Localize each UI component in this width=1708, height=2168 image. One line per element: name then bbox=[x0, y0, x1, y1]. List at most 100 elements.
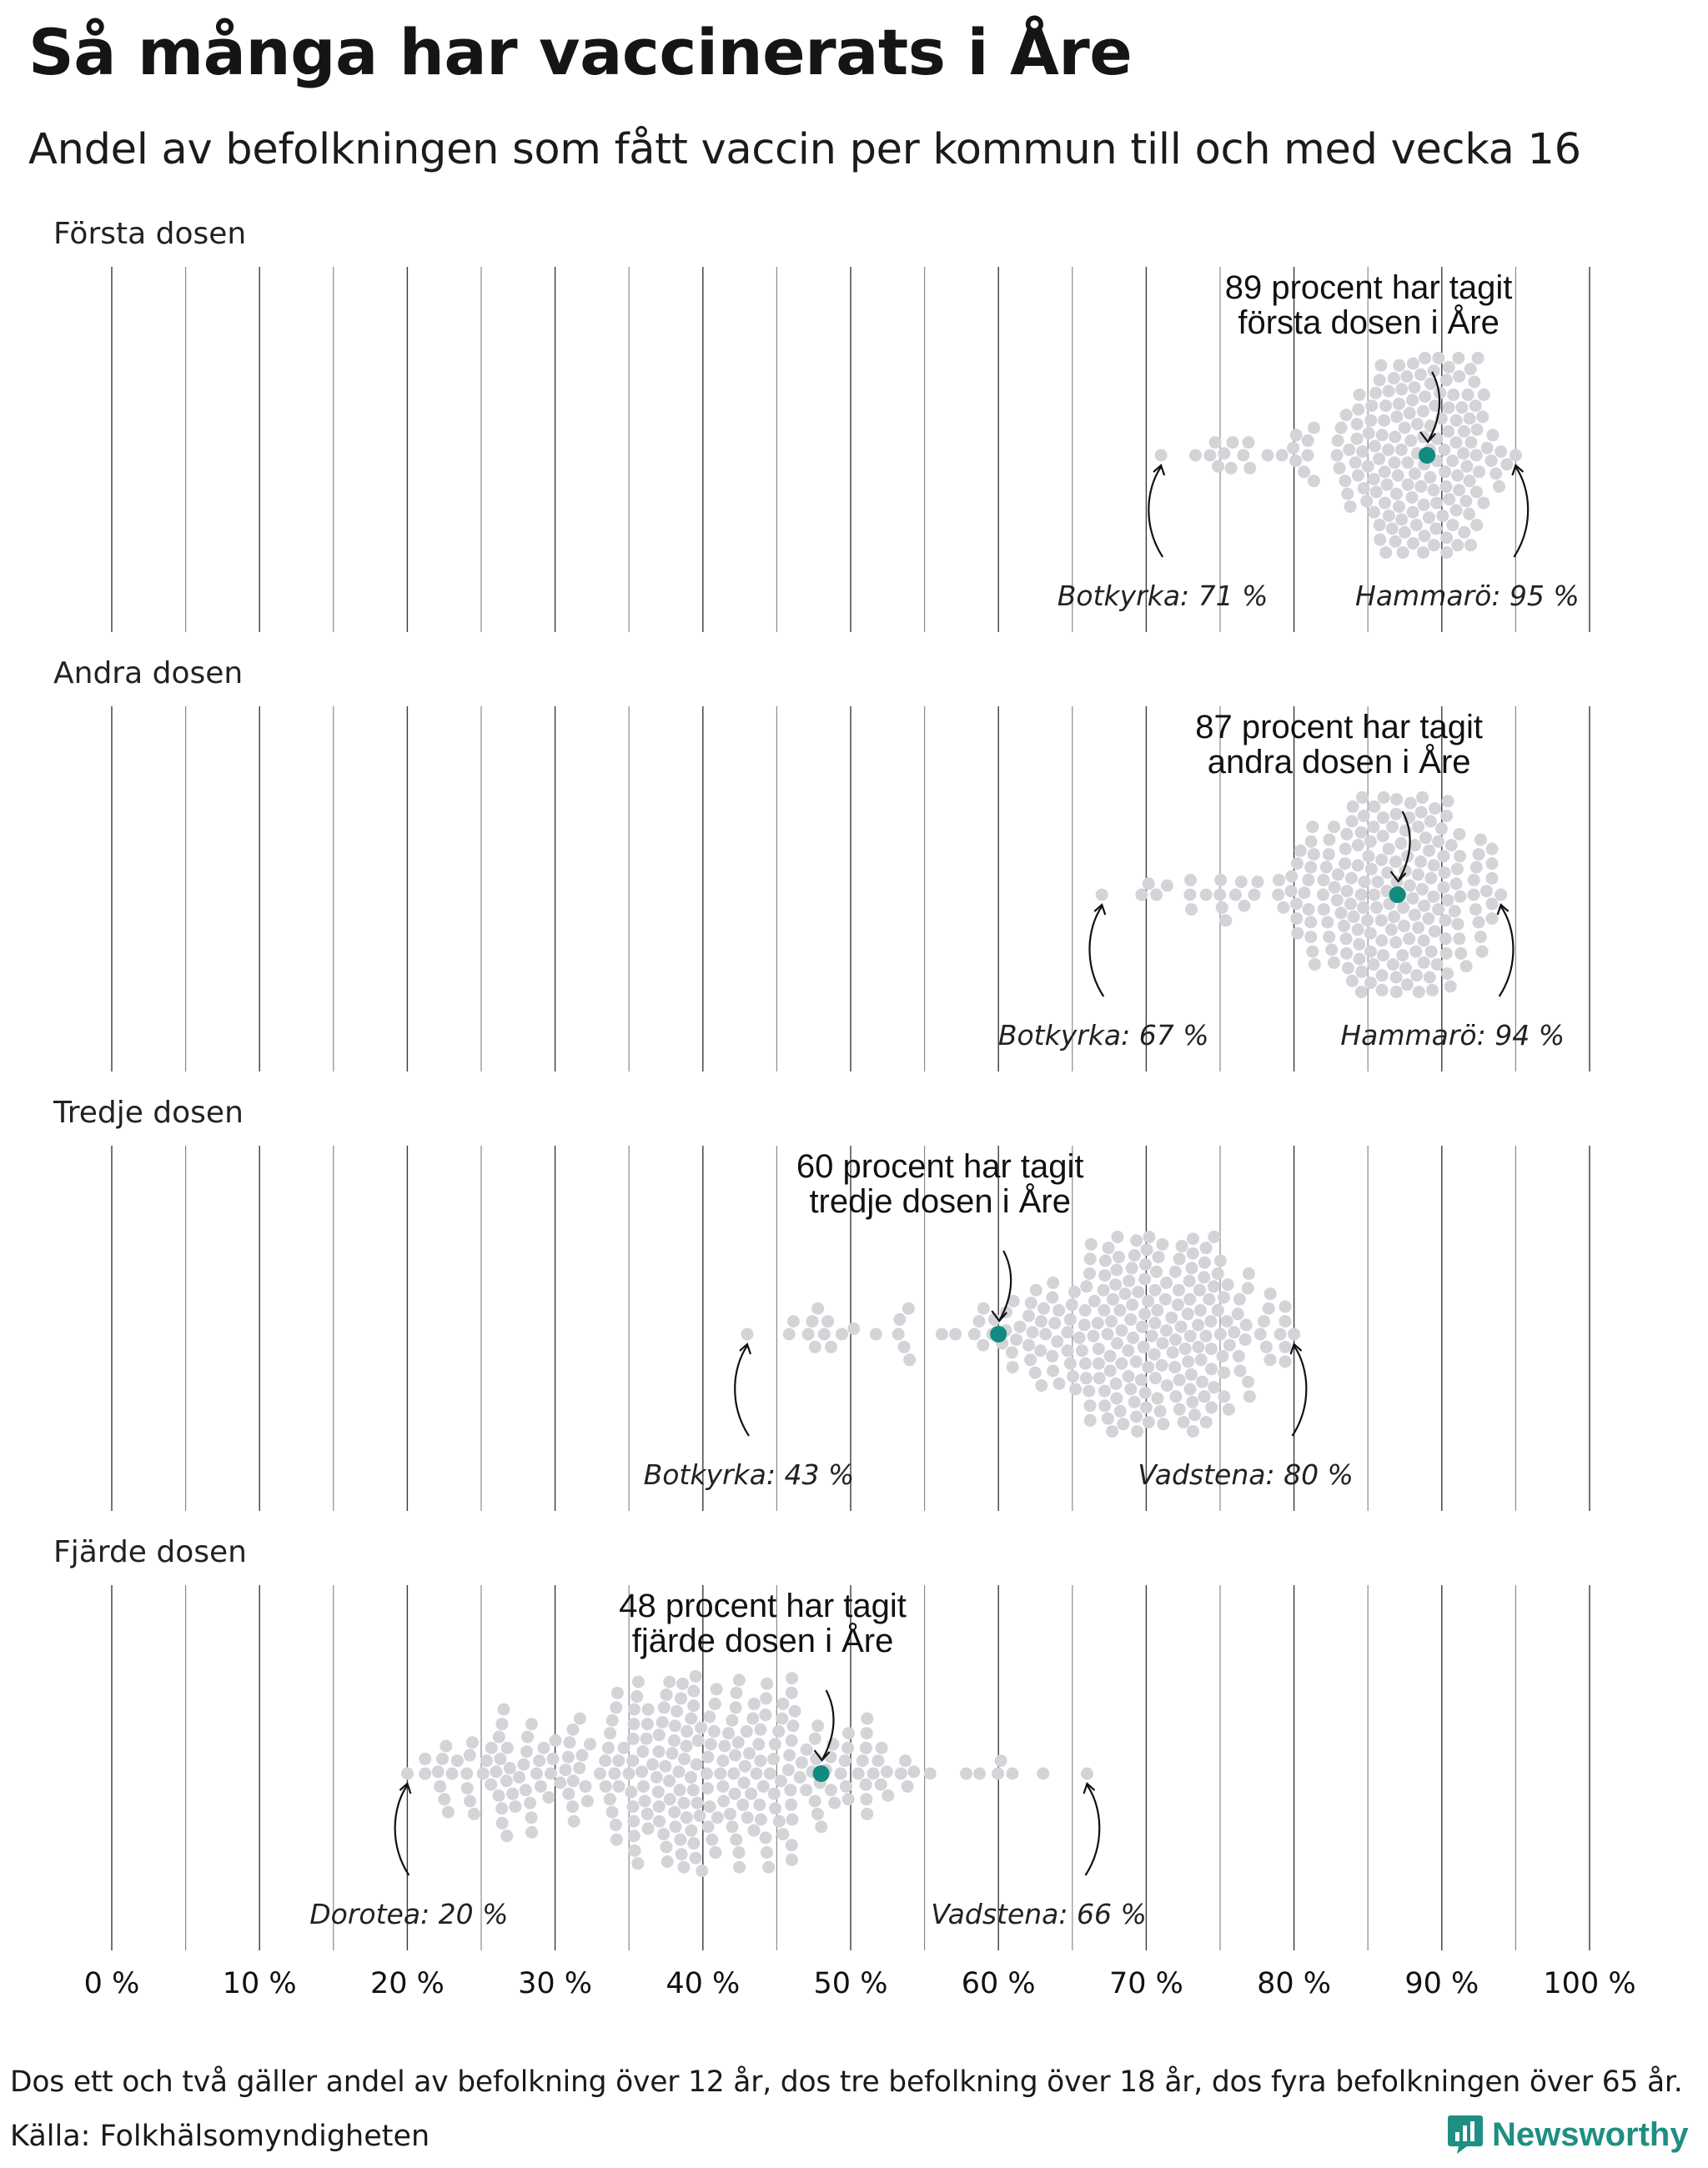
municipality-dot bbox=[1467, 888, 1480, 901]
municipality-dot bbox=[685, 1770, 697, 1784]
municipality-dot bbox=[1440, 531, 1454, 545]
municipality-dot bbox=[1360, 494, 1374, 508]
municipality-dot bbox=[1424, 871, 1438, 885]
municipality-dot bbox=[1459, 494, 1473, 508]
municipality-dot bbox=[1302, 873, 1315, 886]
municipality-dot bbox=[675, 1692, 687, 1705]
municipality-dot bbox=[1129, 1355, 1143, 1368]
municipality-dot bbox=[485, 1778, 498, 1791]
municipality-dot bbox=[1333, 461, 1346, 474]
municipality-dot bbox=[663, 1675, 676, 1689]
municipality-dot bbox=[1376, 811, 1389, 825]
municipality-dot bbox=[495, 1802, 509, 1815]
municipality-dot bbox=[1364, 835, 1377, 848]
min-arrowhead bbox=[1153, 464, 1166, 476]
municipality-dot bbox=[1034, 1315, 1047, 1328]
municipality-dot bbox=[681, 1724, 694, 1738]
municipality-dot bbox=[786, 1813, 799, 1826]
municipality-dot bbox=[1341, 487, 1354, 500]
municipality-dot bbox=[1412, 921, 1425, 935]
municipality-dot bbox=[1374, 533, 1387, 546]
municipality-dot bbox=[1467, 873, 1480, 886]
municipality-dot bbox=[1047, 1364, 1060, 1378]
municipality-dot bbox=[1449, 414, 1463, 427]
logo-text: Newsworthy bbox=[1492, 2115, 1689, 2153]
municipality-dot bbox=[490, 1765, 503, 1779]
municipality-dot bbox=[1432, 351, 1445, 364]
municipality-dot bbox=[841, 1793, 855, 1806]
municipality-dot bbox=[687, 1684, 701, 1698]
municipality-dot bbox=[1037, 1302, 1050, 1315]
municipality-dot bbox=[1469, 861, 1483, 874]
municipality-dot bbox=[1408, 908, 1421, 921]
municipality-dot bbox=[1301, 449, 1314, 462]
municipality-dot bbox=[740, 1724, 753, 1738]
municipality-dot bbox=[815, 1820, 828, 1834]
municipality-dot bbox=[1364, 414, 1378, 427]
municipality-dot bbox=[1378, 414, 1391, 427]
municipality-dot bbox=[1212, 459, 1225, 473]
municipality-dot bbox=[1153, 1404, 1167, 1418]
municipality-dot bbox=[1069, 1383, 1083, 1396]
municipality-dot bbox=[1294, 844, 1307, 857]
municipality-dot bbox=[1152, 1251, 1165, 1264]
municipality-dot bbox=[1355, 965, 1369, 978]
municipality-dot bbox=[1166, 1346, 1179, 1359]
municipality-dot bbox=[1389, 936, 1403, 949]
municipality-dot bbox=[1417, 498, 1430, 511]
municipality-dot bbox=[653, 1814, 666, 1828]
municipality-dot bbox=[675, 1848, 688, 1861]
municipality-dot bbox=[1175, 1239, 1188, 1252]
municipality-dot bbox=[801, 1327, 815, 1341]
municipality-dot bbox=[521, 1730, 534, 1744]
municipality-dot bbox=[1334, 906, 1348, 920]
municipality-dot bbox=[1470, 485, 1483, 499]
municipality-dot bbox=[1222, 1403, 1235, 1416]
municipality-dot bbox=[605, 1805, 619, 1819]
municipality-dot bbox=[559, 1764, 572, 1777]
municipality-dot bbox=[1047, 1276, 1060, 1289]
municipality-dot bbox=[1369, 386, 1383, 399]
municipality-dot bbox=[793, 1770, 806, 1784]
municipality-dot bbox=[640, 1732, 653, 1745]
municipality-dot bbox=[605, 1714, 619, 1727]
municipality-dot bbox=[834, 1767, 847, 1780]
municipality-dot bbox=[1228, 888, 1242, 901]
municipality-dot bbox=[636, 1745, 650, 1759]
municipality-dot bbox=[1203, 1292, 1216, 1306]
municipality-dot bbox=[525, 1825, 538, 1839]
municipality-dot bbox=[1384, 923, 1398, 936]
municipality-dot bbox=[772, 1724, 786, 1738]
municipality-dot bbox=[1362, 850, 1375, 863]
municipality-dot bbox=[1391, 469, 1404, 482]
municipality-dot bbox=[1284, 885, 1298, 898]
municipality-dot bbox=[1237, 449, 1250, 462]
municipality-dot bbox=[1452, 351, 1465, 364]
municipality-dot bbox=[627, 1703, 640, 1716]
municipality-dot bbox=[450, 1754, 464, 1768]
municipality-dot bbox=[1304, 861, 1318, 874]
municipality-dot bbox=[727, 1767, 741, 1780]
municipality-dot bbox=[1373, 519, 1386, 532]
municipality-dot bbox=[1404, 796, 1417, 810]
municipality-dot bbox=[1439, 465, 1452, 479]
municipality-dot bbox=[1464, 436, 1478, 449]
municipality-dot bbox=[646, 1758, 659, 1771]
municipality-dot bbox=[1160, 879, 1173, 892]
municipality-dot bbox=[1007, 1294, 1020, 1307]
municipality-dot bbox=[1375, 969, 1389, 982]
municipality-dot bbox=[1073, 1331, 1086, 1344]
municipality-dot bbox=[1356, 790, 1369, 804]
highlight-callout-line2: fjärde dosen i Åre bbox=[632, 1622, 894, 1659]
municipality-dot bbox=[492, 1789, 505, 1802]
municipality-dot bbox=[1145, 1329, 1158, 1342]
municipality-dot bbox=[1182, 1355, 1195, 1368]
municipality-dot bbox=[673, 1784, 686, 1797]
municipality-dot bbox=[1486, 429, 1500, 442]
min-municipality-dot bbox=[400, 1767, 414, 1780]
municipality-dot bbox=[1068, 1285, 1081, 1298]
newsworthy-logo[interactable]: Newsworthy bbox=[1447, 2110, 1689, 2160]
min-municipality-label: Botkyrka: 71 % bbox=[1057, 580, 1268, 612]
municipality-dot bbox=[689, 1669, 702, 1683]
min-arrowhead bbox=[1093, 903, 1107, 916]
